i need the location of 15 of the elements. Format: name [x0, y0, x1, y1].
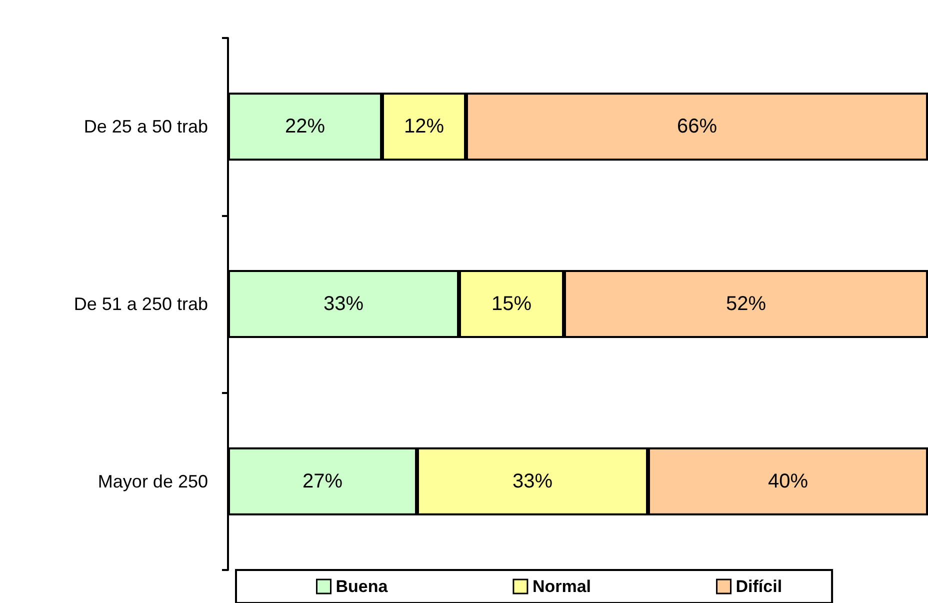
data-label: 15% — [491, 293, 532, 315]
y-tick-label: De 51 a 250 trab — [74, 294, 208, 314]
legend-label: Buena — [336, 577, 388, 596]
data-label: 22% — [284, 116, 326, 138]
data-label: 27% — [302, 470, 343, 492]
y-tick-label: De 25 a 50 trab — [84, 116, 208, 137]
data-label: 66% — [676, 116, 718, 138]
data-label: 33% — [323, 293, 364, 315]
data-label: 52% — [726, 293, 766, 315]
y-tick-label: Mayor de 250 — [98, 471, 208, 492]
data-label: 12% — [404, 116, 444, 138]
data-label: 40% — [768, 470, 808, 492]
legend-label: Difícil — [736, 577, 782, 596]
data-label: 33% — [512, 470, 553, 492]
legend-label: Normal — [532, 577, 592, 596]
